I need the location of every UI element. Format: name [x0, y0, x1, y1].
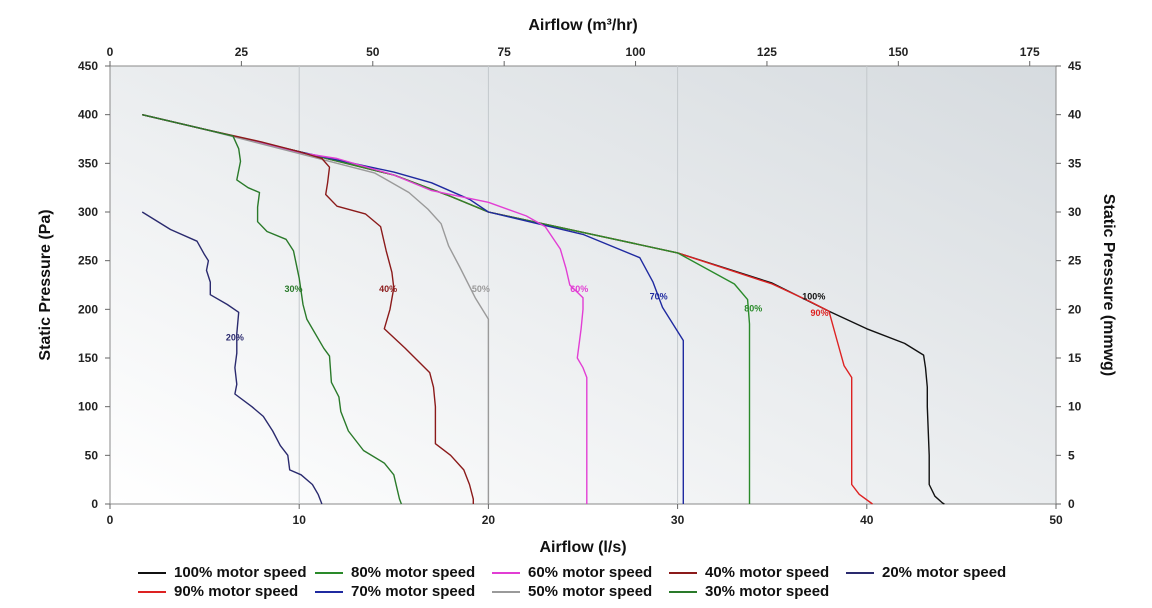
legend-label: 70% motor speed: [351, 583, 476, 600]
y-right-tick-label: 35: [1068, 156, 1082, 170]
x-bottom-tick-label: 0: [107, 513, 114, 527]
x-bottom-axis-title: Airflow (l/s): [539, 539, 626, 556]
series-line-20pct: [141, 211, 323, 505]
legend-item: 60% motor speed: [492, 564, 669, 581]
y-left-tick-label: 400: [78, 108, 98, 122]
x-bottom-tick-label: 40: [860, 513, 874, 527]
curve-label-50pct: 50%: [472, 284, 490, 294]
legend-label: 50% motor speed: [528, 583, 653, 600]
legend-swatch: [315, 590, 343, 593]
curve-label-90pct: 90%: [810, 308, 828, 318]
y-left-tick-label: 50: [85, 448, 99, 462]
legend-item: 100% motor speed: [138, 564, 315, 581]
axes: 0 10 20 30 40 500 25 50 75 100 125 150 1750501001502…: [78, 45, 1082, 527]
y-left-tick-label: 200: [78, 302, 98, 316]
legend-label: 40% motor speed: [705, 564, 830, 581]
y-right-tick-label: 25: [1068, 254, 1082, 268]
legend-label: 20% motor speed: [882, 564, 1007, 581]
legend-label: 80% motor speed: [351, 564, 476, 581]
legend-item: 20% motor speed: [846, 564, 1023, 581]
legend-swatch: [669, 590, 697, 593]
x-bottom-tick-label: 10: [293, 513, 307, 527]
curve-label-70pct: 70%: [650, 292, 668, 302]
legend-row: 90% motor speed 70% motor speed 50% motor …: [138, 582, 1038, 601]
y-left-tick-label: 0: [91, 497, 98, 511]
legend-item: 40% motor speed: [669, 564, 846, 581]
legend-swatch: [492, 571, 520, 574]
legend-swatch: [315, 571, 343, 574]
y-right-tick-label: 20: [1068, 302, 1082, 316]
y-right-tick-label: 5: [1068, 448, 1075, 462]
plot-area: [109, 65, 1057, 505]
legend-label: 90% motor speed: [174, 583, 299, 600]
x-top-tick-label: 25: [235, 45, 249, 59]
legend-label: 30% motor speed: [705, 583, 830, 600]
legend-item: 90% motor speed: [138, 583, 315, 600]
x-top-tick-label: 50: [366, 45, 380, 59]
y-left-tick-label: 300: [78, 205, 98, 219]
y-right-tick-label: 10: [1068, 400, 1082, 414]
x-top-tick-label: 100: [626, 45, 646, 59]
legend-swatch: [669, 571, 697, 574]
y-right-tick-label: 0: [1068, 497, 1075, 511]
series-line-60pct: [142, 114, 588, 504]
x-bottom-tick-label: 50: [1049, 513, 1063, 527]
x-top-axis-title: Airflow (m³/hr): [528, 17, 637, 34]
x-top-tick-label: 150: [888, 45, 908, 59]
legend-row: 100% motor speed 80% motor speed 60% motor…: [138, 563, 1038, 582]
y-right-tick-label: 30: [1068, 205, 1082, 219]
x-top-tick-label: 175: [1020, 45, 1040, 59]
x-top-tick-label: 75: [497, 45, 511, 59]
y-right-tick-label: 15: [1068, 351, 1082, 365]
series-line-30pct: [142, 114, 403, 505]
y-left-tick-label: 450: [78, 59, 98, 73]
curve-label-20pct: 20%: [226, 332, 244, 342]
x-top-tick-label: 0: [107, 45, 114, 59]
curve-label-30pct: 30%: [285, 284, 303, 294]
y-left-tick-label: 350: [78, 156, 98, 170]
curve-label-40pct: 40%: [379, 284, 397, 294]
series: [141, 114, 945, 505]
legend-item: 70% motor speed: [315, 583, 492, 600]
y-left-axis-title: Static Pressure (Pa): [37, 209, 54, 360]
legend-swatch: [138, 571, 166, 574]
legend-swatch: [846, 571, 874, 574]
legend-swatch: [138, 590, 166, 593]
legend-item: 50% motor speed: [492, 583, 669, 600]
legend-label: 100% motor speed: [174, 564, 307, 581]
y-right-tick-label: 40: [1068, 108, 1082, 122]
y-right-tick-label: 45: [1068, 59, 1082, 73]
legend-item: 30% motor speed: [669, 583, 846, 600]
y-left-tick-label: 250: [78, 254, 98, 268]
legend: 100% motor speed 80% motor speed 60% motor…: [138, 563, 1038, 601]
x-top-tick-label: 125: [757, 45, 777, 59]
curve-labels: 100% 90% 80% 70% 60% 50% 40% 30% 20%: [226, 284, 829, 343]
curve-label-80pct: 80%: [744, 303, 762, 313]
curve-label-60pct: 60%: [570, 284, 588, 294]
y-left-tick-label: 100: [78, 400, 98, 414]
y-left-tick-label: 150: [78, 351, 98, 365]
legend-item: 80% motor speed: [315, 564, 492, 581]
curve-label-100pct: 100%: [802, 292, 825, 302]
y-right-axis-title: Static Pressure (mmwg): [1100, 194, 1117, 376]
series-line-40pct: [142, 114, 474, 504]
legend-swatch: [492, 590, 520, 593]
legend-label: 60% motor speed: [528, 564, 653, 581]
x-bottom-tick-label: 30: [671, 513, 685, 527]
series-line-50pct: [142, 114, 490, 504]
x-bottom-tick-label: 20: [482, 513, 496, 527]
